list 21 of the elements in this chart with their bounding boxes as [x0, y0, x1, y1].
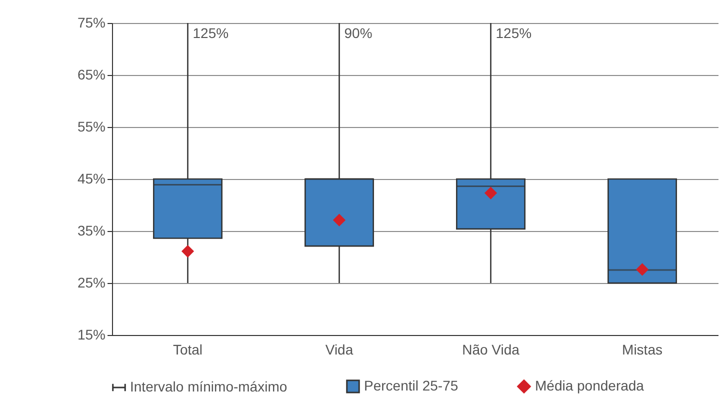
legend-label: Média ponderada: [535, 377, 644, 394]
point: [182, 245, 194, 258]
annotation: 90%: [344, 25, 372, 41]
point: [636, 263, 648, 276]
point: [333, 214, 346, 226]
legend-label: Percentil 25-75: [364, 377, 458, 394]
point: [484, 187, 497, 200]
annotation: 125%: [496, 25, 532, 41]
x-tick-label: Não Vida: [462, 342, 520, 358]
x-tick-label: Total: [172, 342, 203, 358]
y-tick-label: 35%: [77, 222, 106, 238]
y-tick-label: 55%: [77, 118, 106, 134]
y-tick-label: 75%: [77, 14, 106, 30]
annotation: 125%: [192, 25, 229, 41]
text: Intervalo mínimo-máximo: [130, 378, 288, 394]
y-tick-label: 15%: [77, 326, 106, 342]
y-tick-label: 65%: [77, 66, 106, 82]
x-tick-label: Mistas: [622, 342, 662, 358]
x-tick-label: Vida: [325, 342, 354, 358]
y-tick-label: 45%: [77, 170, 106, 186]
y-tick-label: 25%: [77, 274, 106, 290]
